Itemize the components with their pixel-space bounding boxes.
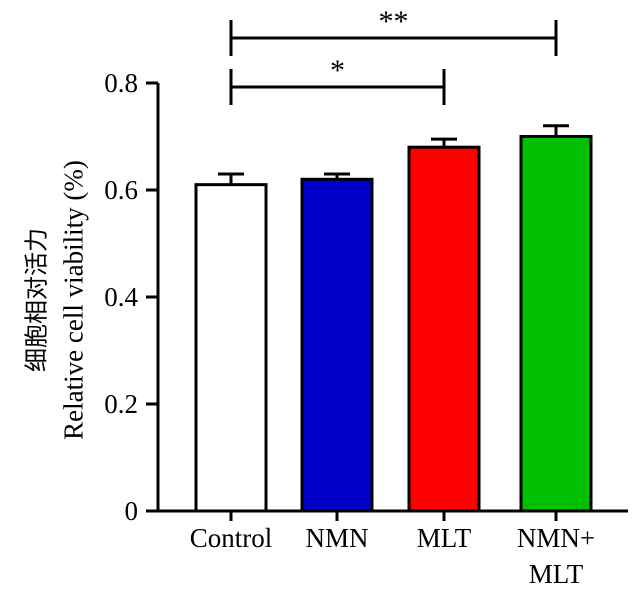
x-tick-label: MLT bbox=[417, 523, 472, 553]
y-tick-label: 0.8 bbox=[104, 68, 138, 98]
bar bbox=[407, 145, 481, 513]
x-tick-label: Control bbox=[190, 523, 273, 553]
bar bbox=[300, 177, 374, 513]
x-tick-label: NMN+ MLT bbox=[517, 523, 595, 589]
y-tick-label: 0.2 bbox=[104, 389, 138, 419]
y-tick-label: 0 bbox=[125, 496, 139, 526]
significance-label: * bbox=[330, 54, 345, 87]
x-tick-label: NMN bbox=[305, 523, 368, 553]
bar bbox=[519, 135, 593, 513]
bar bbox=[194, 183, 268, 513]
y-tick-label: 0.4 bbox=[104, 282, 138, 312]
significance-label: ** bbox=[379, 5, 409, 38]
y-tick-label: 0.6 bbox=[104, 175, 138, 205]
